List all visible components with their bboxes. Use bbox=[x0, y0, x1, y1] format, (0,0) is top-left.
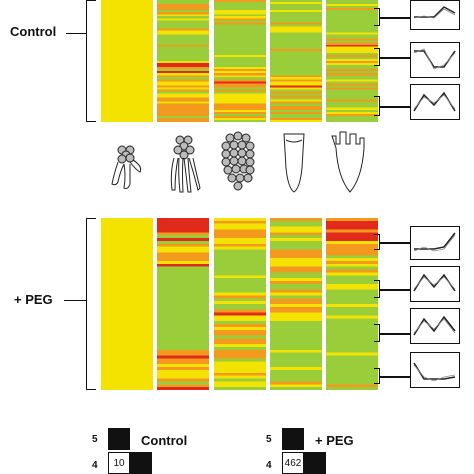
control-trend-chart-1 bbox=[410, 0, 460, 30]
peg-trend-chart-4 bbox=[410, 352, 460, 388]
root-zone-sketches bbox=[111, 131, 365, 193]
legend-control-title: Control bbox=[141, 433, 188, 448]
control-cluster-line-2 bbox=[380, 57, 410, 59]
peg-cluster-line-1 bbox=[380, 242, 410, 244]
peg-heatmap-col-1 bbox=[101, 218, 153, 390]
legend-peg-row-5: 5 bbox=[266, 434, 272, 445]
peg-cluster-bracket-3 bbox=[374, 324, 380, 342]
legend-peg-cell-black-1 bbox=[282, 428, 304, 450]
legend-peg-row-4: 4 bbox=[266, 460, 272, 471]
legend-peg-cell-value: 462 bbox=[282, 452, 304, 474]
peg-trend-chart-2 bbox=[410, 266, 460, 302]
peg-cluster-line-2 bbox=[380, 289, 410, 291]
control-cluster-line-1 bbox=[380, 17, 410, 19]
legend-control-row-5: 5 bbox=[92, 434, 98, 445]
peg-heatmap-col-5 bbox=[326, 218, 378, 390]
peg-trend-chart-3 bbox=[410, 308, 460, 344]
root-sketch-2 bbox=[170, 135, 201, 193]
peg-heatmap-col-4 bbox=[270, 218, 322, 390]
legend-peg-cell-black-2 bbox=[304, 452, 326, 474]
legend-control-cell-black-1 bbox=[108, 428, 130, 450]
control-heatmap-col-1 bbox=[101, 0, 153, 122]
control-heatmap-col-4 bbox=[270, 0, 322, 122]
root-sketch-1 bbox=[111, 145, 142, 189]
peg-heatmap-col-3 bbox=[214, 218, 266, 390]
legend-control-cell-black-2 bbox=[130, 452, 152, 474]
peg-cluster-bracket-2 bbox=[374, 280, 380, 298]
control-heatmap-col-2 bbox=[157, 0, 209, 122]
control-cluster-line-3 bbox=[380, 106, 410, 108]
legend-control-cell-value: 10 bbox=[108, 452, 130, 474]
legend-control-row-4: 4 bbox=[92, 460, 98, 471]
peg-heatmap-col-2 bbox=[157, 218, 209, 390]
control-heatmap-col-3 bbox=[214, 0, 266, 122]
peg-label: + PEG bbox=[14, 292, 53, 307]
control-cluster-bracket-3 bbox=[374, 96, 380, 116]
root-sketch-4 bbox=[283, 133, 305, 193]
control-trend-chart-3 bbox=[410, 84, 460, 120]
peg-cluster-bracket-4 bbox=[374, 368, 380, 384]
peg-cluster-line-4 bbox=[380, 376, 410, 378]
control-trend-chart-2 bbox=[410, 42, 460, 78]
control-label: Control bbox=[10, 24, 57, 39]
control-cluster-bracket-2 bbox=[374, 48, 380, 66]
control-connector bbox=[66, 33, 86, 34]
root-sketch-3 bbox=[221, 131, 255, 191]
peg-trend-chart-1 bbox=[410, 226, 460, 260]
peg-cluster-line-3 bbox=[380, 333, 410, 335]
peg-bracket bbox=[86, 218, 96, 390]
legend-peg-title: + PEG bbox=[315, 433, 354, 448]
peg-connector bbox=[64, 300, 86, 301]
peg-cluster-bracket-1 bbox=[374, 234, 380, 250]
control-bracket bbox=[86, 0, 96, 122]
control-cluster-bracket-1 bbox=[374, 8, 380, 26]
root-sketch-5 bbox=[331, 131, 365, 193]
control-heatmap-col-5 bbox=[326, 0, 378, 122]
